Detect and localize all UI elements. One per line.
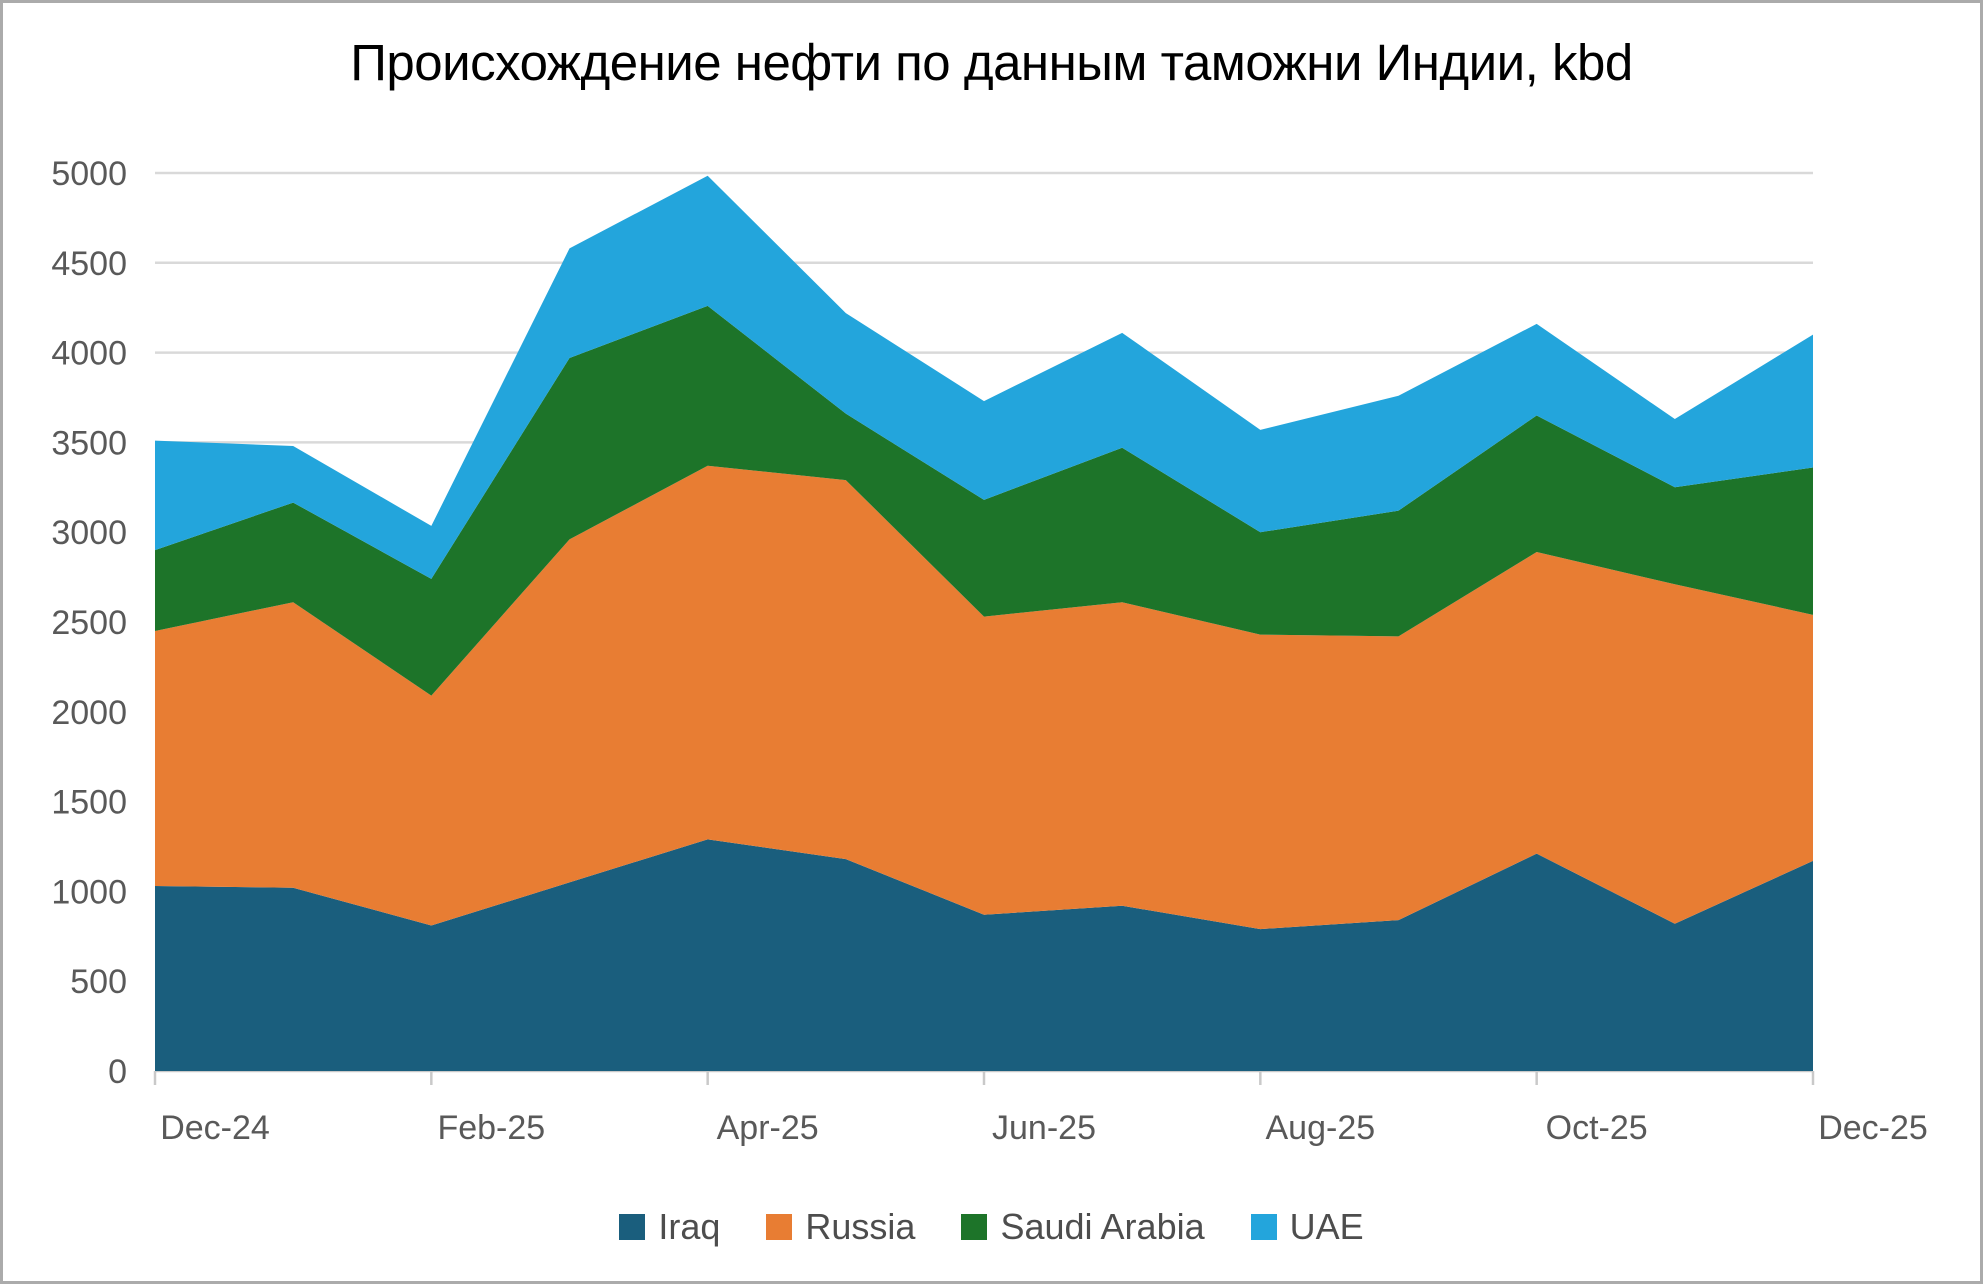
y-axis-label: 5000 — [51, 155, 127, 193]
chart-title: Происхождение нефти по данным таможни Ин… — [350, 34, 1633, 91]
legend-label-russia: Russia — [805, 1206, 916, 1247]
legend-label-uae: UAE — [1289, 1206, 1364, 1247]
legend-label-iraq: Iraq — [658, 1206, 721, 1247]
area-saudi-arabia — [155, 305, 1813, 696]
legend-swatch-saudi-arabia — [961, 1214, 988, 1240]
legend-item-iraq: Iraq — [619, 1206, 720, 1248]
area-uae — [155, 175, 1813, 579]
y-axis-label: 1000 — [51, 873, 127, 911]
y-axis-label: 2000 — [51, 694, 127, 732]
y-axis-label: 2500 — [51, 604, 127, 642]
y-axis-label: 3500 — [51, 424, 127, 462]
legend-swatch-russia — [766, 1214, 793, 1240]
x-axis-label: Oct-25 — [1546, 1109, 1648, 1147]
x-axis-label: Dec-24 — [160, 1109, 270, 1147]
legend-item-saudi-arabia: Saudi Arabia — [961, 1206, 1205, 1248]
legend-label-saudi-arabia: Saudi Arabia — [1000, 1206, 1205, 1247]
legend-swatch-iraq — [619, 1214, 646, 1240]
area-iraq — [155, 839, 1813, 1071]
y-axis-label: 4000 — [51, 335, 127, 373]
plot-area: 0 500 1000 1500 2000 2500 3000 3500 4000 4500 5000… — [51, 155, 1928, 1147]
x-axis-label: Apr-25 — [717, 1109, 819, 1147]
y-axis-label: 500 — [70, 963, 127, 1001]
y-axis-label: 4500 — [51, 245, 127, 283]
legend: Iraq Russia Saudi Arabia UAE — [3, 1206, 1980, 1248]
y-axis-label: 3000 — [51, 514, 127, 552]
y-axis-label: 1500 — [51, 784, 127, 822]
legend-item-russia: Russia — [766, 1206, 915, 1248]
area-russia — [155, 465, 1813, 930]
x-axis-label: Aug-25 — [1266, 1109, 1376, 1147]
x-axis-label: Dec-25 — [1818, 1109, 1928, 1147]
x-axis-label: Feb-25 — [437, 1109, 545, 1147]
y-axis-label: 0 — [108, 1053, 127, 1091]
x-axis-label: Jun-25 — [992, 1109, 1096, 1147]
legend-item-uae: UAE — [1250, 1206, 1364, 1248]
legend-swatch-uae — [1250, 1214, 1277, 1240]
